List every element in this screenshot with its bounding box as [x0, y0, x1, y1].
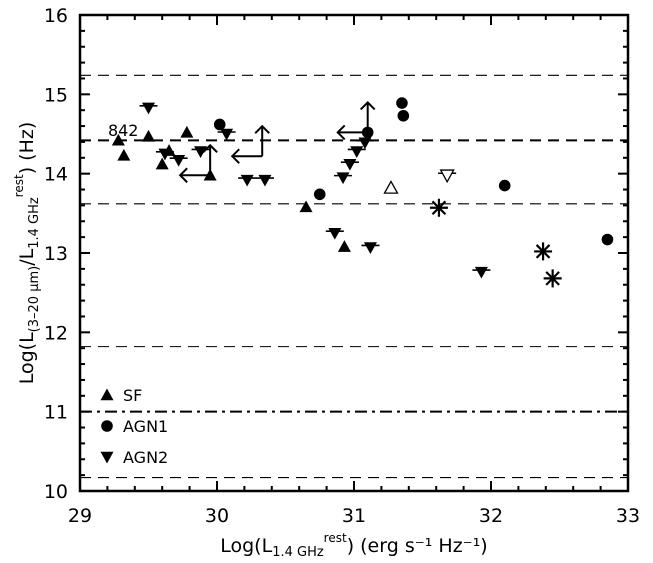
data-point: [343, 158, 357, 171]
data-point: [474, 266, 488, 279]
data-point: [328, 227, 342, 240]
marker-shape: [439, 169, 455, 184]
data-point: [258, 174, 272, 187]
asterisk-stroke: [535, 244, 551, 259]
data-point: [397, 109, 410, 122]
data-point: [313, 188, 326, 201]
reference-lines: [80, 74, 628, 479]
limit-arrow: [230, 124, 270, 164]
legend-marker: [100, 451, 114, 464]
y-axis-title-p1: Log(L: [16, 332, 38, 384]
data-point: [534, 242, 553, 261]
series-limits: [178, 100, 376, 183]
y-tick-label: 10: [44, 481, 68, 503]
legend-marker: [101, 420, 113, 432]
legend-item-agn1: AGN1: [101, 417, 168, 436]
data-point: [601, 233, 614, 246]
x-tick-label: 33: [616, 505, 640, 527]
axis-ticks: 29 30 31 32 33 10 11 12 13 14 15 16: [44, 5, 640, 527]
y-tick-label: 15: [44, 84, 68, 106]
limit-arrow-head: [202, 143, 218, 153]
series-agn2: [139, 102, 491, 279]
x-axis-title-main: Log(L: [220, 535, 272, 557]
data-point: [142, 129, 155, 142]
limit-arrow-head: [230, 148, 240, 164]
data-point: [363, 242, 377, 254]
series-asterisk: [429, 198, 562, 288]
x-axis-title-sub: 1.4 GHz: [272, 545, 324, 560]
data-point: [194, 146, 208, 158]
limit-arrow-head: [336, 124, 346, 141]
annotation-842: 842: [108, 121, 139, 140]
legend-label: AGN1: [123, 417, 168, 436]
y-axis-title-sup2: rest: [12, 174, 26, 197]
x-axis-title: Log(L1.4 GHzrest) (erg s⁻¹ Hz⁻¹): [220, 531, 487, 560]
legend-item-agn2: AGN2: [100, 448, 168, 467]
x-axis-title-tail: ) (erg s⁻¹ Hz⁻¹): [347, 535, 488, 557]
y-axis-title: Log(L(3–20 μm)/L1.4 GHzrest) (Hz): [12, 122, 42, 385]
y-axis-title-p2: /L: [16, 248, 38, 265]
data-point: [155, 157, 169, 170]
y-tick-label: 11: [44, 402, 68, 424]
y-axis-title-sub2: 1.4 GHz: [27, 197, 42, 249]
data-point: [337, 240, 351, 252]
x-tick-label: 30: [205, 505, 229, 527]
y-axis-title-p3: ) (Hz): [16, 122, 38, 175]
data-point: [358, 137, 372, 150]
data-point: [111, 133, 125, 146]
x-tick-label: 29: [68, 505, 92, 527]
x-tick-label: 31: [342, 505, 366, 527]
series-agn2-open-: [438, 169, 457, 184]
data-point: [142, 102, 155, 115]
data-point: [543, 269, 562, 288]
data-point: [498, 179, 511, 192]
limit-arrow-head: [178, 167, 188, 183]
asterisk-stroke: [431, 200, 447, 216]
y-tick-label: 12: [44, 322, 68, 344]
legend-label: AGN2: [123, 448, 168, 467]
data-point: [220, 128, 234, 141]
data-points: [111, 97, 614, 288]
series-sf-open-: [383, 180, 399, 194]
data-point: [396, 97, 408, 109]
x-axis-title-sup: rest: [324, 531, 347, 545]
x-tick-label: 32: [479, 505, 503, 527]
data-point: [158, 148, 172, 161]
limit-arrow: [178, 143, 218, 183]
y-axis-title-sub1: (3–20 μm): [27, 266, 42, 333]
legend: SF AGN1 AGN2: [100, 386, 168, 467]
data-point: [429, 198, 448, 217]
data-point: [213, 118, 226, 131]
series-sf: [111, 125, 351, 252]
data-point: [439, 169, 455, 184]
legend-item-sf: SF: [100, 386, 142, 405]
legend-marker: [100, 388, 114, 401]
data-point: [336, 172, 350, 185]
limit-arrow-head: [254, 124, 270, 134]
y-tick-label: 13: [44, 243, 68, 265]
asterisk-stroke: [545, 271, 560, 286]
limit-arrow-head: [359, 100, 376, 111]
data-point: [117, 148, 131, 161]
legend-label: SF: [123, 386, 142, 405]
data-point: [240, 174, 254, 187]
data-point: [299, 200, 313, 213]
y-tick-label: 14: [44, 164, 68, 186]
series-agn1: [213, 97, 614, 246]
data-point: [180, 125, 194, 138]
y-tick-label: 16: [44, 5, 68, 27]
data-point: [350, 146, 364, 158]
limit-arrow: [336, 100, 376, 141]
data-point: [172, 154, 186, 167]
data-point: [383, 180, 399, 194]
